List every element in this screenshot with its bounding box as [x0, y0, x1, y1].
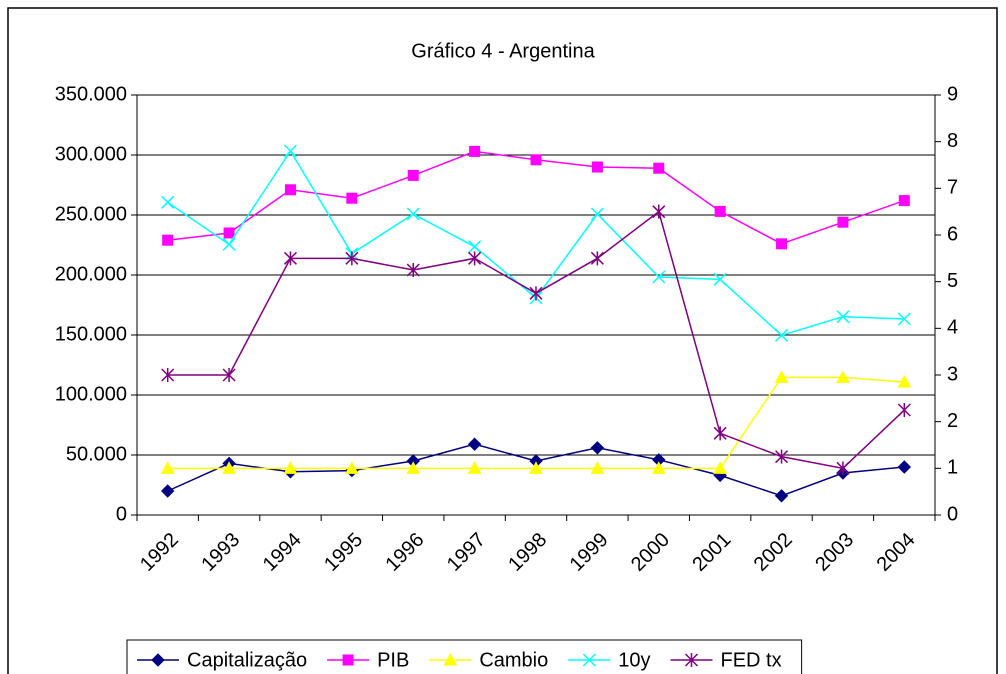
marker — [161, 195, 175, 209]
marker — [406, 207, 420, 221]
marker — [151, 653, 165, 667]
marker — [529, 286, 543, 301]
marker — [775, 328, 789, 342]
y-tick-label: 350.000 — [55, 83, 127, 105]
marker — [529, 461, 543, 474]
marker — [774, 370, 789, 383]
marker — [713, 272, 727, 286]
marker — [162, 234, 174, 246]
marker — [836, 310, 850, 324]
marker — [407, 169, 419, 181]
y-tick-label: 200.000 — [55, 263, 127, 285]
chart-frame — [7, 7, 998, 674]
y2-tick-label: 9 — [947, 83, 958, 105]
marker — [714, 205, 726, 217]
y2-tick-label: 1 — [947, 457, 958, 479]
marker — [530, 154, 542, 166]
y2-tick-label: 3 — [947, 363, 958, 385]
marker — [836, 370, 850, 383]
marker — [897, 312, 911, 326]
marker — [590, 251, 604, 266]
y-tick-label: 0 — [116, 503, 127, 525]
marker — [223, 227, 235, 239]
chart-title: Gráfico 4 - Argentina — [411, 40, 595, 62]
marker — [406, 461, 421, 474]
y-tick-label: 50.000 — [66, 443, 127, 465]
y2-tick-label: 2 — [947, 410, 958, 432]
marker — [684, 653, 699, 667]
y2-tick-label: 4 — [947, 317, 958, 339]
marker — [651, 461, 666, 474]
legend-label: 10y — [618, 649, 650, 671]
marker — [774, 489, 789, 503]
y-tick-label: 100.000 — [55, 383, 127, 405]
y2-tick-label: 6 — [947, 223, 958, 245]
y2-tick-label: 8 — [947, 130, 958, 152]
marker — [469, 145, 481, 157]
marker — [591, 161, 603, 173]
marker — [897, 403, 911, 417]
marker — [653, 162, 665, 174]
y2-tick-label: 5 — [947, 270, 958, 292]
legend-label: Cambio — [479, 649, 548, 671]
marker — [443, 652, 458, 666]
marker — [222, 368, 236, 382]
marker — [590, 441, 605, 455]
marker — [837, 216, 849, 228]
marker — [468, 251, 482, 266]
legend-label: FED tx — [721, 649, 782, 671]
marker — [222, 237, 236, 251]
marker — [468, 240, 482, 254]
y2-tick-label: 0 — [947, 503, 958, 525]
legend-label: Capitalização — [187, 649, 307, 671]
marker — [406, 263, 420, 277]
marker — [652, 204, 666, 219]
marker — [590, 461, 605, 474]
marker — [284, 184, 296, 196]
marker — [222, 461, 236, 474]
marker — [345, 461, 359, 474]
marker — [898, 195, 910, 207]
marker — [652, 270, 666, 284]
marker — [590, 207, 604, 221]
marker — [161, 368, 175, 382]
marker — [283, 461, 298, 474]
marker — [713, 461, 727, 474]
marker — [897, 374, 912, 388]
marker — [345, 251, 359, 266]
marker — [160, 461, 175, 474]
y-tick-label: 250.000 — [55, 203, 127, 225]
y-tick-label: 150.000 — [55, 323, 127, 345]
legend-label: PIB — [377, 649, 409, 671]
marker — [775, 449, 789, 464]
marker — [283, 144, 297, 158]
marker — [160, 484, 175, 498]
marker — [713, 426, 727, 441]
marker — [836, 461, 850, 476]
marker — [897, 460, 912, 474]
marker — [346, 192, 358, 204]
marker — [467, 461, 482, 474]
marker — [467, 437, 482, 451]
marker — [283, 251, 297, 266]
marker — [342, 654, 354, 666]
y-tick-label: 300.000 — [55, 143, 127, 165]
marker — [776, 238, 788, 250]
marker — [582, 653, 596, 667]
y2-tick-label: 7 — [947, 177, 958, 199]
